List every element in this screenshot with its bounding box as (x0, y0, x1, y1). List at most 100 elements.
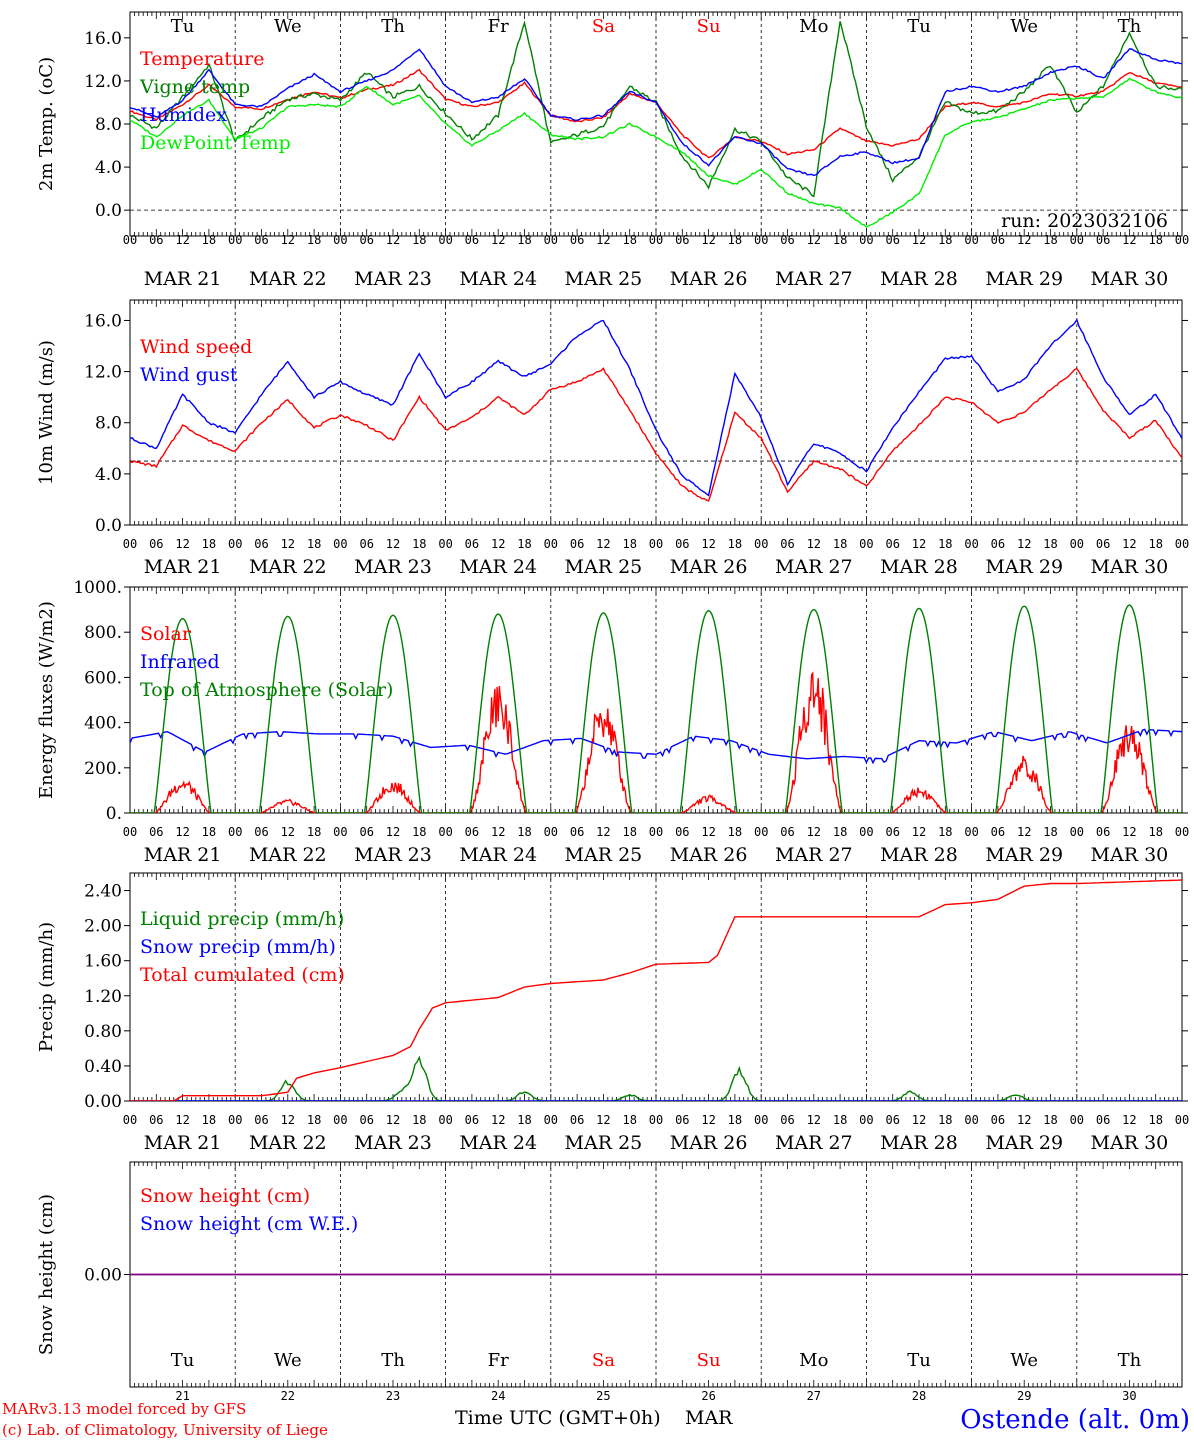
hour-label: 06 (780, 537, 794, 551)
series-liquid-precip-mm-h (130, 1055, 1182, 1101)
date-labels: MAR 21 MAR 22 MAR 23 MAR 24 MAR 25 MAR 26 MAR … (144, 268, 1169, 290)
hour-label: 06 (254, 1113, 268, 1127)
day-number: 26 (701, 1389, 715, 1403)
hour-label: 18 (938, 1113, 952, 1127)
hour-label: 06 (1096, 1113, 1110, 1127)
series-humidex (130, 48, 1182, 177)
day-label: Sa (592, 1350, 615, 1371)
hour-label: 06 (359, 537, 373, 551)
date-label: MAR 22 (249, 1132, 327, 1154)
hour-label: 00 (1070, 1113, 1084, 1127)
hour-label: 18 (728, 233, 742, 247)
hour-label: 06 (1096, 825, 1110, 839)
y-tick-label: 2.40 (84, 882, 122, 902)
hour-label: 06 (359, 233, 373, 247)
hour-label: 18 (1148, 233, 1162, 247)
legend-entry: Total cumulated (cm) (140, 964, 345, 986)
station-label: Ostende (alt. 0m) (960, 1405, 1190, 1435)
hour-label: 00 (228, 537, 242, 551)
hour-label: 12 (281, 233, 295, 247)
hour-label: 06 (465, 1113, 479, 1127)
hour-label: 00 (438, 537, 452, 551)
legend: Wind speed Wind gust (140, 336, 252, 386)
date-label: MAR 27 (775, 1132, 853, 1154)
legend: Temperature Vigne temp Humidex DewPoint Tem… (139, 48, 291, 154)
day-label: Su (697, 1350, 721, 1371)
date-label: MAR 25 (565, 556, 643, 578)
date-label: MAR 27 (775, 268, 853, 290)
hour-label: 00 (754, 233, 768, 247)
hour-label: 06 (149, 825, 163, 839)
hour-label: 18 (517, 1113, 531, 1127)
hour-label: 12 (807, 825, 821, 839)
hour-label: 12 (1017, 1113, 1031, 1127)
date-label: MAR 26 (670, 268, 748, 290)
legend-entry: Temperature (140, 48, 264, 70)
day-number: 27 (807, 1389, 821, 1403)
hour-label: 00 (438, 825, 452, 839)
hour-label: 06 (991, 825, 1005, 839)
hour-label: 12 (491, 537, 505, 551)
panel-3: 1000. 800. 600. 400. 200. 0. Energy fluxes (W/… (36, 578, 1189, 866)
hour-label: 00 (649, 1113, 663, 1127)
bottom-day-numbers: 21 22 23 24 25 26 27 28 29 30 (175, 1389, 1136, 1403)
hour-label: 12 (386, 233, 400, 247)
hour-label: 12 (175, 1113, 189, 1127)
hour-label: 00 (1070, 825, 1084, 839)
hour-label: 18 (728, 537, 742, 551)
date-label: MAR 24 (459, 268, 537, 290)
hour-label: 06 (991, 1113, 1005, 1127)
y-tick-label: 0.00 (84, 1266, 122, 1286)
day-label: Tu (907, 1350, 931, 1371)
hour-label: 06 (359, 825, 373, 839)
date-label: MAR 24 (459, 844, 537, 866)
date-label: MAR 21 (144, 844, 222, 866)
day-label: Tu (171, 1350, 195, 1371)
hour-label: 06 (885, 233, 899, 247)
hour-label: 00 (1070, 537, 1084, 551)
hour-label: 18 (622, 825, 636, 839)
date-label: MAR 29 (985, 268, 1063, 290)
date-label: MAR 22 (249, 844, 327, 866)
hour-label: 00 (228, 1113, 242, 1127)
date-label: MAR 22 (249, 268, 327, 290)
hour-label: 06 (1096, 233, 1110, 247)
y-tick-label: 8.0 (95, 414, 122, 434)
y-tick-label: 0.40 (84, 1057, 122, 1077)
day-number: 22 (281, 1389, 295, 1403)
hour-label: 18 (412, 233, 426, 247)
hour-label: 12 (912, 233, 926, 247)
day-label: Fr (488, 1350, 509, 1371)
hour-label: 18 (938, 233, 952, 247)
hour-label: 12 (596, 1113, 610, 1127)
hour-label: 06 (780, 1113, 794, 1127)
date-label: MAR 21 (144, 556, 222, 578)
hour-label: 18 (517, 233, 531, 247)
date-label: MAR 23 (354, 1132, 432, 1154)
hour-label: 12 (386, 825, 400, 839)
panels: 16.012.08.04.00.02m Temp. (oC)00 06 12 18 00… (36, 11, 1189, 1403)
y-tick-label: 600. (84, 668, 122, 688)
hour-label: 00 (544, 1113, 558, 1127)
legend-entry: Snow height (cm) (140, 1185, 310, 1207)
hour-label: 00 (649, 825, 663, 839)
hour-label: 00 (333, 537, 347, 551)
hour-label: 12 (807, 1113, 821, 1127)
hour-label: 06 (254, 825, 268, 839)
series-solar (130, 671, 1182, 813)
day-number: 25 (596, 1389, 610, 1403)
hour-label: 12 (386, 1113, 400, 1127)
hour-label: 18 (412, 537, 426, 551)
hour-label: 06 (465, 233, 479, 247)
day-number: 21 (175, 1389, 189, 1403)
hour-label: 12 (912, 825, 926, 839)
date-label: MAR 28 (880, 1132, 958, 1154)
y-tick-label: 16.0 (84, 311, 122, 331)
hour-label: 06 (570, 825, 584, 839)
hour-label: 06 (465, 825, 479, 839)
date-label: MAR 24 (459, 556, 537, 578)
hour-label: 00 (228, 825, 242, 839)
hour-label: 18 (307, 1113, 321, 1127)
hour-label: 18 (833, 1113, 847, 1127)
